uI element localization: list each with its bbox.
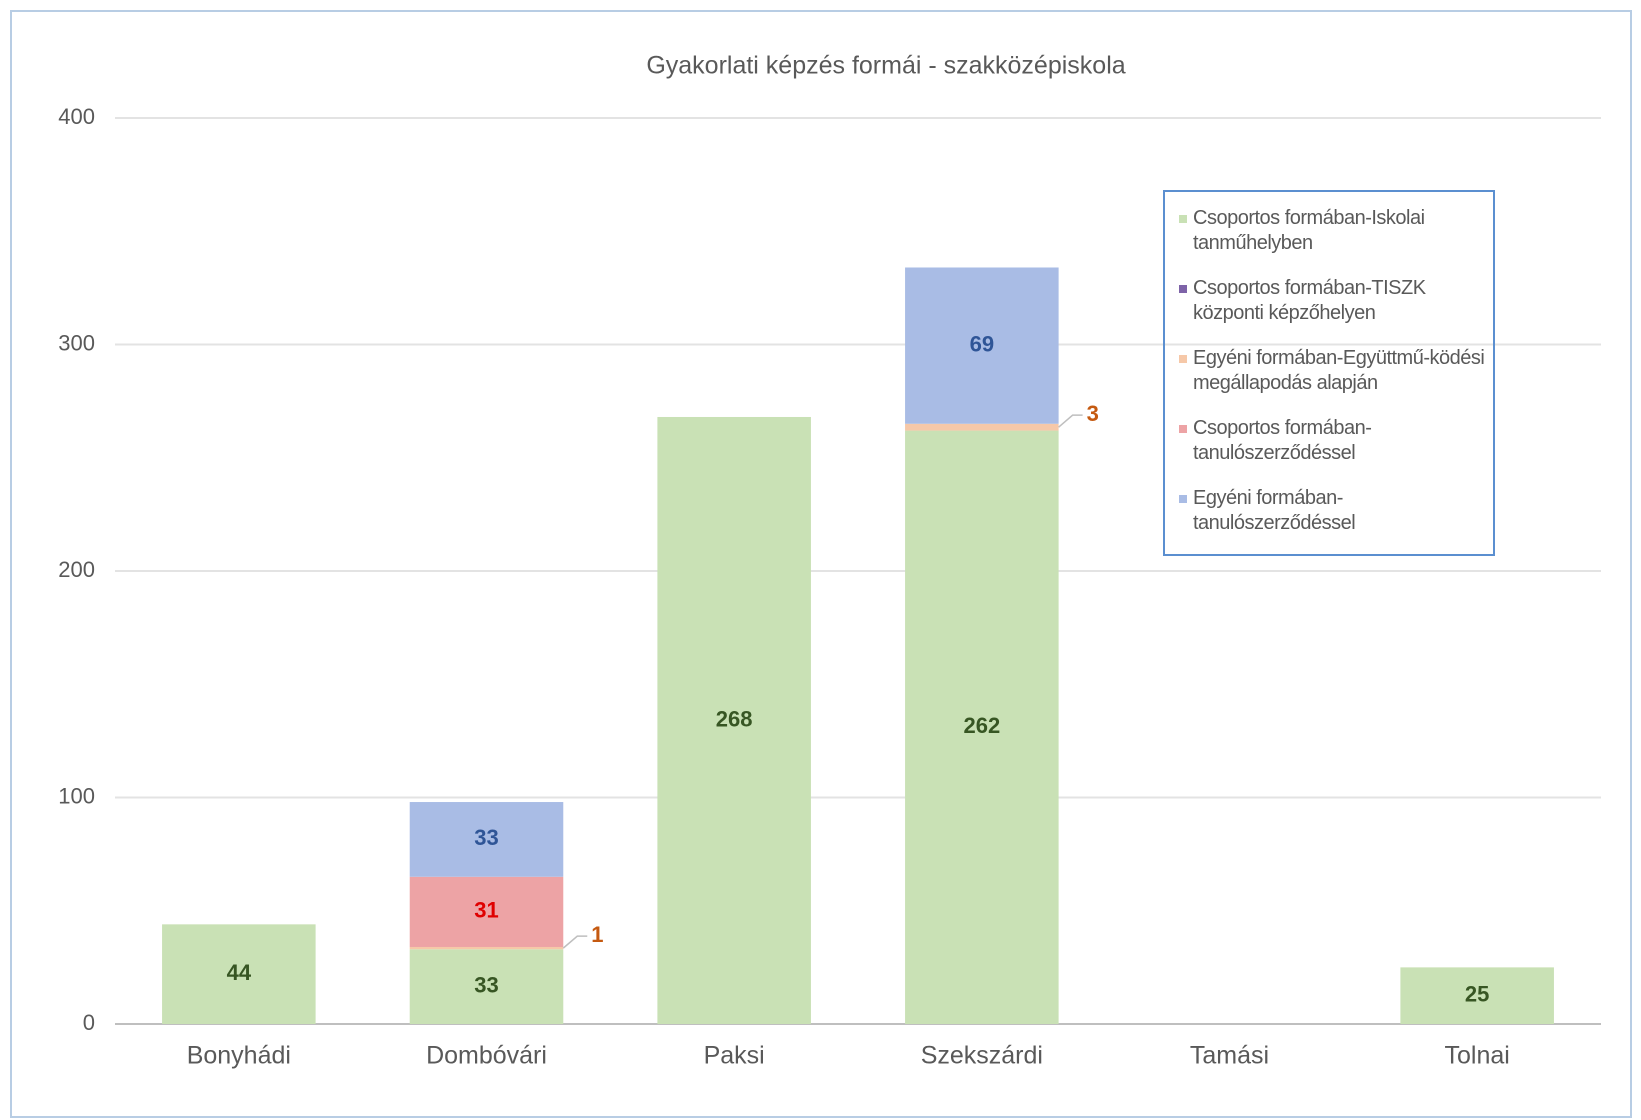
x-tick-label: Bonyhádi — [187, 1042, 291, 1070]
legend-label: Egyéni formában-tanulószerződéssel — [1193, 487, 1356, 534]
data-label: 33 — [474, 825, 498, 850]
y-tick-label: 300 — [58, 330, 95, 355]
x-tick-label: Dombóvári — [426, 1042, 547, 1070]
legend-swatch — [1179, 495, 1187, 503]
bar-segment — [905, 267, 1059, 424]
data-label: 3 — [1087, 401, 1099, 426]
data-label: 44 — [227, 960, 252, 985]
chart-title: Gyakorlati képzés formái - szakközépisko… — [646, 52, 1125, 80]
bar-segment — [162, 924, 316, 1024]
data-label: 268 — [716, 706, 753, 731]
bar-segment — [905, 423, 1059, 431]
bar-segment — [657, 416, 811, 1025]
legend-label: Csoportos formában-TISZK központi képzőh… — [1193, 277, 1426, 324]
bar-segment — [905, 430, 1059, 1024]
legend-item: Csoportos formában-TISZK központi képzőh… — [1179, 276, 1485, 326]
legend-label: Csoportos formában-tanulószerződéssel — [1193, 417, 1372, 464]
legend-label: Csoportos formában-Iskolai tanműhelyben — [1193, 207, 1425, 254]
bar-segment — [409, 946, 564, 950]
y-tick-label: 400 — [58, 104, 95, 129]
x-tick-label: Tolnai — [1445, 1042, 1510, 1070]
data-label: 33 — [474, 972, 498, 997]
bar-segment — [409, 949, 564, 1024]
legend-swatch — [1179, 215, 1187, 223]
legend-item: Egyéni formában-tanulószerződéssel — [1179, 486, 1485, 536]
bar-segment — [409, 876, 564, 947]
chart-border — [10, 10, 1632, 1118]
legend: Csoportos formában-Iskolai tanműhelyben C… — [1163, 190, 1495, 556]
y-tick-label: 100 — [58, 783, 95, 808]
y-tick-label: 0 — [83, 1010, 95, 1035]
legend-swatch — [1179, 355, 1187, 363]
legend-item: Csoportos formában-tanulószerződéssel — [1179, 416, 1485, 466]
leader-line — [1058, 414, 1083, 428]
data-label: 31 — [474, 898, 498, 923]
data-label: 1 — [591, 922, 603, 947]
data-label: 69 — [970, 331, 994, 356]
legend-swatch — [1179, 425, 1187, 433]
legend-item: Csoportos formában-Iskolai tanműhelyben — [1179, 206, 1485, 256]
bar-segment — [1400, 967, 1554, 1024]
legend-label: Egyéni formában-Együttmű-ködési megállap… — [1193, 347, 1485, 394]
x-tick-label: Szekszárdi — [921, 1042, 1043, 1070]
legend-swatch — [1179, 285, 1187, 293]
data-label: 262 — [963, 713, 1000, 738]
data-label: 25 — [1465, 982, 1489, 1007]
x-tick-label: Paksi — [704, 1042, 765, 1070]
leader-line — [562, 935, 588, 949]
y-tick-label: 200 — [58, 557, 95, 582]
legend-item: Egyéni formában-Együttmű-ködési megállap… — [1179, 346, 1485, 396]
x-tick-label: Tamási — [1190, 1042, 1269, 1070]
bar-segment — [409, 802, 564, 877]
